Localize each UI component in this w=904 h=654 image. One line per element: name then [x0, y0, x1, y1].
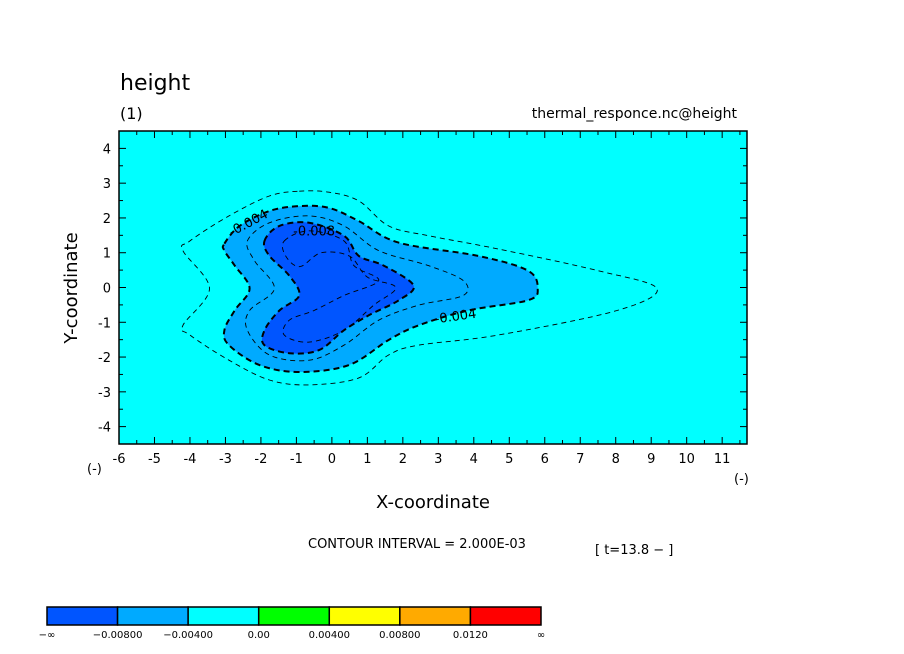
x-tick-label: 9 — [647, 452, 655, 467]
x-tick-label: -6 — [113, 452, 126, 467]
y-tick-label: 1 — [103, 247, 111, 262]
x-tick-label: -4 — [183, 452, 196, 467]
x-tick-label: 6 — [541, 452, 549, 467]
y-tick-label: 2 — [103, 212, 111, 227]
y-tick-label: -1 — [98, 316, 111, 331]
colorbar-swatch — [399, 606, 472, 626]
x-tick-label: 1 — [363, 452, 371, 467]
x-tick-label: 2 — [399, 452, 407, 467]
colorbar-label: 0.00400 — [309, 630, 350, 641]
x-tick-label: 4 — [470, 452, 478, 467]
plot-area: -0.004 -0.008-0.004 — [119, 131, 747, 444]
colorbar: −∞ −0.00800 −0.00400 0.00 0.00400 0.00800 0.01… — [39, 606, 545, 641]
contour-line — [221, 204, 539, 374]
x-tick-label: 7 — [576, 452, 584, 467]
axes: -6 -5 -4 -3 -2 -1 0 1 2 3 4 5 6 7 8 9 10 11 -4 -3 -2 -1 0 1 2 3 4 — [98, 130, 748, 467]
x-tick-label: -2 — [254, 452, 267, 467]
x-tick-label: 3 — [434, 452, 442, 467]
y-tick-label: 0 — [103, 282, 111, 297]
contour-label: -0.008 — [293, 224, 335, 239]
x-tick-label: 0 — [328, 452, 336, 467]
x-unit-left: (-) — [87, 462, 102, 477]
y-axis-label: Y-coordinate — [61, 232, 82, 344]
x-tick-label: -5 — [148, 452, 161, 467]
contour-line — [281, 230, 397, 343]
colorbar-swatch — [116, 606, 189, 626]
colorbar-label: ∞ — [537, 630, 545, 641]
x-tick-label: 11 — [714, 452, 731, 467]
x-tick-label: -1 — [290, 452, 303, 467]
x-unit-right: (-) — [734, 472, 749, 487]
colorbar-swatch — [257, 606, 331, 626]
x-axis-label: X-coordinate — [376, 492, 490, 513]
contour-interval-label: CONTOUR INTERVAL = 2.000E-03 — [308, 537, 526, 552]
colorbar-swatch — [46, 606, 119, 626]
contour-line — [181, 190, 658, 386]
y-tick-label: 3 — [103, 177, 111, 192]
contour-label: -0.004 — [434, 307, 478, 328]
chart-title: height — [120, 71, 190, 96]
colorbar-label: −0.00800 — [93, 630, 143, 641]
colorbar-swatch — [328, 606, 401, 626]
source-label: thermal_responce.nc@height — [532, 106, 738, 122]
time-label: [ t=13.8 − ] — [595, 543, 673, 558]
colorbar-label: 0.0120 — [453, 630, 488, 641]
y-tick-label: -2 — [98, 351, 111, 366]
y-tick-label: 4 — [103, 142, 111, 157]
chart-subtitle: (1) — [120, 104, 143, 123]
colorbar-label: 0.00 — [248, 630, 270, 641]
colorbar-label: 0.00800 — [379, 630, 420, 641]
y-tick-label: -4 — [98, 421, 111, 436]
x-tick-label: -3 — [219, 452, 232, 467]
y-tick-label: -3 — [98, 386, 111, 401]
x-tick-label: 10 — [678, 452, 695, 467]
colorbar-label: −0.00400 — [163, 630, 213, 641]
x-tick-label: 8 — [612, 452, 620, 467]
contour-line — [245, 215, 469, 362]
contour-fill — [261, 222, 414, 354]
colorbar-swatch — [469, 606, 542, 626]
x-tick-label: 5 — [505, 452, 513, 467]
colorbar-swatch — [187, 606, 260, 626]
colorbar-label: −∞ — [39, 630, 56, 641]
